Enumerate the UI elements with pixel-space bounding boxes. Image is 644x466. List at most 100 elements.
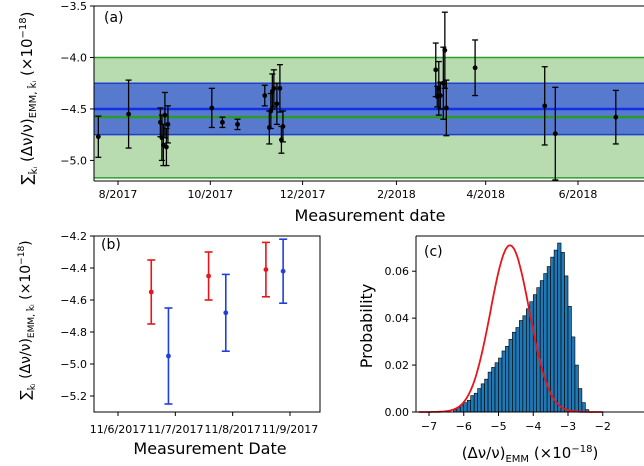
data-point [164,144,169,150]
data-point-red [206,273,211,279]
histogram-bar [480,383,485,413]
y-tick-label: −4.5 [60,103,87,116]
histogram-bar [571,336,576,413]
x-tick-label: 12/2017 [280,188,326,201]
panel-a-ylabel: ∑k̂ᵢ (Δν/ν)EMM, k̂ᵢ (×10−18) [18,12,40,185]
fit-curve [418,244,603,413]
data-point-blue [223,310,229,316]
data-point [277,85,283,91]
x-tick-label: −2 [595,420,611,433]
panel-c-xlabel: (Δν/ν)EMM (×10−18) [462,444,599,465]
panel-a-chart: (a) Measurement date ∑k̂ᵢ (Δν/ν)EMM, k̂ᵢ… [18,0,644,225]
x-tick-label: −3 [560,420,576,433]
histogram-bar [557,242,562,413]
data-point [162,112,168,118]
data-point [165,121,171,127]
y-tick-label: 0.04 [385,312,410,325]
panel-a-label: (a) [104,10,124,26]
x-tick-label: 11/6/2017 [90,423,146,436]
data-point [95,134,101,140]
data-point [443,105,449,111]
x-tick-label: −5 [490,420,506,433]
y-tick-label: 0.06 [385,265,410,278]
data-point [442,47,448,53]
x-tick-label: 2/2018 [377,188,416,201]
histogram-bar [560,252,565,413]
data-point-red [148,289,154,295]
x-tick-label: 4/2018 [466,188,505,201]
histogram-bar [512,331,517,413]
data-point [437,93,443,98]
data-point [262,93,268,98]
data-point [613,114,619,120]
data-point [274,101,280,107]
histogram-bar [494,362,499,413]
histogram-bar [473,392,478,413]
histogram-bar [470,395,475,413]
data-point [209,105,215,111]
data-point [542,103,548,109]
y-tick-label: −4.6 [60,294,87,307]
data-point-blue [166,353,171,359]
histogram-bar [522,315,527,413]
y-tick-label: −4.0 [60,51,87,64]
panel-c-label: (c) [424,244,443,260]
data-point [126,111,131,117]
histogram-bar [543,273,548,413]
x-tick-label: 10/2017 [187,188,233,201]
x-tick-label: 11/8/2017 [204,423,260,436]
x-tick-label: −7 [421,420,437,433]
histogram-bar [578,388,583,413]
y-tick-label: −5.0 [60,358,87,371]
data-point [271,85,277,91]
panel-a-xlabel: Measurement date [294,206,445,225]
y-tick-label: 0.02 [385,359,410,372]
data-point [472,65,478,71]
y-tick-label: −4.8 [60,326,87,339]
histogram-bar [574,364,579,413]
svg-text:(Δν/ν)EMM (×10−18): (Δν/ν)EMM (×10−18) [462,444,599,465]
x-tick-label: 11/9/2017 [262,423,318,436]
panel-c-ylabel: Probability [357,284,376,369]
svg-text:∑k̂ᵢ (Δν/ν)EMM, k̂ᵢ (×10−18): ∑k̂ᵢ (Δν/ν)EMM, k̂ᵢ (×10−18) [17,240,38,399]
x-tick-label: 6/2018 [559,188,598,201]
histogram-bar [553,249,558,413]
panel-c-chart: (c) Probability (Δν/ν)EMM (×10−18) 0.00 0… [357,235,644,465]
x-tick-label: −6 [456,420,472,433]
data-point [552,131,558,137]
histogram-bar [487,371,492,413]
panel-b-ylabel: ∑k̂ᵢ (Δν/ν)EMM, k̂ᵢ (×10−18) [17,240,38,399]
y-tick-label: −4.2 [60,230,87,243]
histogram-bar [567,306,572,413]
histogram-bar [519,320,524,413]
data-point [220,119,225,125]
data-point-blue [280,268,286,274]
histogram-bar [532,294,538,413]
x-tick-label: −4 [525,420,541,433]
x-tick-label: 11/7/2017 [147,423,203,436]
data-point-red [263,267,269,272]
panel-b-chart: (b) Measurement Date ∑k̂ᵢ (Δν/ν)EMM, k̂ᵢ… [17,230,321,458]
histogram-bar [581,402,586,413]
histogram-bar [466,399,472,413]
data-point [235,121,240,127]
data-point [433,67,439,73]
y-tick-label: −4.4 [60,262,87,275]
histogram-bar [477,388,482,413]
histogram-bar [525,308,531,413]
panel-b-xlabel: Measurement Date [133,439,286,458]
data-point [268,108,274,114]
panel-b-label: (b) [101,237,121,253]
histogram-bar [515,327,520,413]
histogram-bar [550,256,555,413]
histogram-bar [508,338,513,413]
y-tick-label: −3.5 [60,0,87,13]
histogram-bar [463,402,468,413]
histogram-bar [505,345,510,413]
histogram-bar [484,378,489,413]
y-tick-label: −5.2 [60,390,87,403]
data-point [280,124,286,129]
histogram-bar [564,275,569,413]
histogram-bar [498,357,503,413]
